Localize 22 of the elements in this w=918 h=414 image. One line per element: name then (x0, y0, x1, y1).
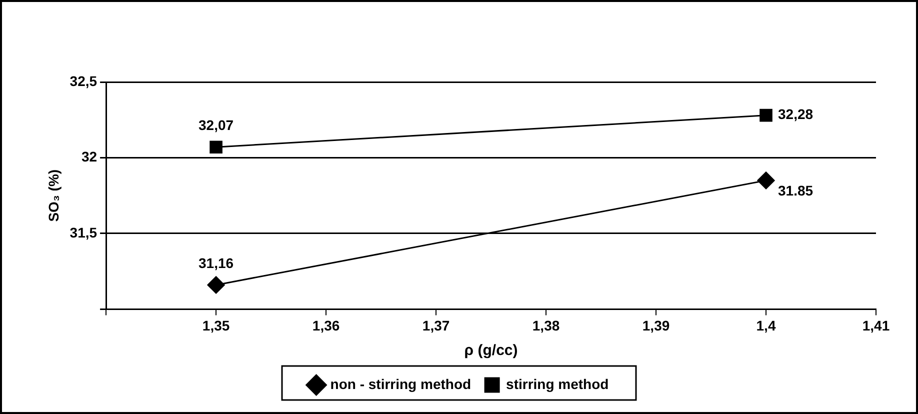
data-label: 31.85 (778, 182, 814, 198)
x-tick-label: 1,37 (422, 317, 450, 334)
y-tick-label: 32 (81, 148, 98, 165)
data-label: 32,28 (778, 106, 814, 122)
y-axis-title: SO₃ (%) (45, 169, 62, 222)
data-label: 32,07 (198, 116, 234, 133)
legend-label: non - stirring method (330, 376, 472, 392)
point (207, 276, 225, 294)
x-axis-title: ρ (g/cc) (464, 342, 518, 360)
x-tick-label: 1,4 (756, 317, 776, 334)
x-tick-label: 1,36 (312, 317, 340, 334)
x-tick-label: 1,38 (532, 317, 560, 334)
point (210, 140, 222, 154)
y-tick-label: 31,5 (70, 224, 98, 240)
point (760, 108, 772, 122)
x-tick-label: 1,35 (202, 317, 230, 334)
point (757, 172, 775, 190)
data-label: 31,16 (198, 254, 234, 271)
x-tick-label: 1,41 (862, 317, 890, 334)
legend-label: stirring method (506, 376, 609, 392)
x-tick-label: 1,39 (642, 317, 670, 334)
y-tick-label: 32,5 (70, 72, 98, 89)
